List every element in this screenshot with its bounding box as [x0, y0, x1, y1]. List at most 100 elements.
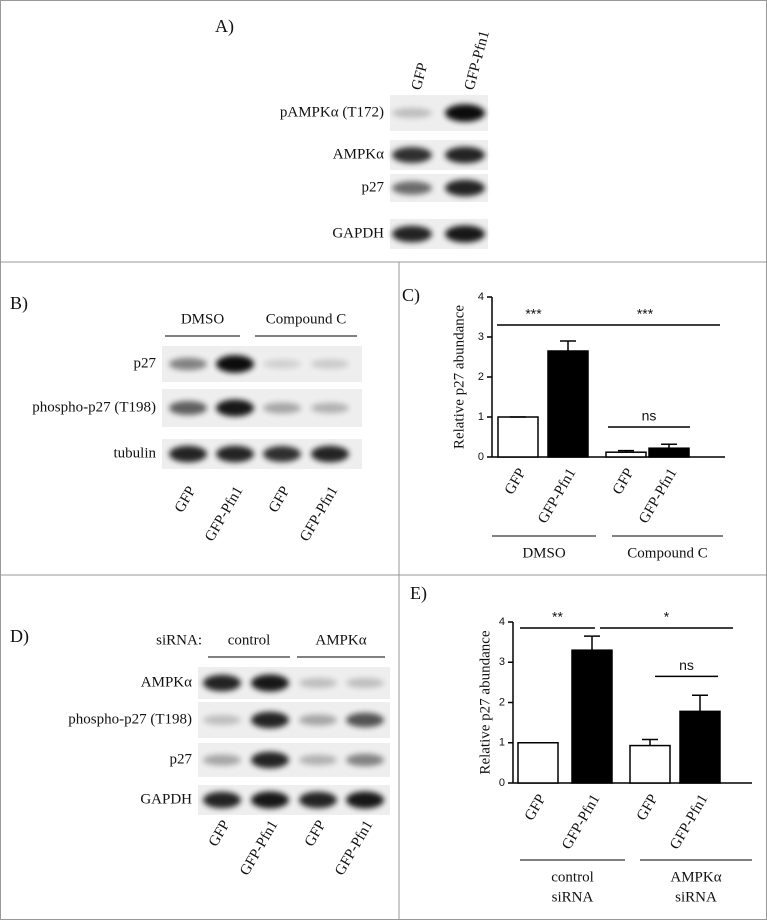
- group-label: control: [228, 632, 271, 648]
- panel-label: E): [410, 583, 427, 604]
- error-bar: [618, 449, 634, 453]
- blot-band: [216, 399, 254, 417]
- lane-label: GFP-Pfn1: [202, 484, 246, 545]
- row-label: AMPKα: [333, 146, 384, 162]
- y-tick-label: 2: [478, 371, 484, 383]
- bar: [571, 649, 613, 784]
- y-axis-label: Relative p27 abundance: [477, 630, 493, 774]
- y-tick-label: 2: [499, 696, 505, 708]
- y-axis-label: Relative p27 abundance: [451, 305, 467, 449]
- blot-band: [263, 402, 301, 414]
- row-label: tubulin: [113, 445, 156, 461]
- row-label: AMPKα: [141, 674, 192, 690]
- group-label: siRNA: [675, 889, 717, 905]
- row-label: phospho-p27 (T198): [68, 711, 192, 727]
- bar: [547, 350, 589, 458]
- blot-band: [299, 678, 337, 688]
- lane-label: GFP-Pfn1: [237, 818, 281, 879]
- blot-band: [311, 359, 349, 369]
- blot-band: [445, 179, 485, 197]
- error-bar: [560, 340, 576, 351]
- lane-label: GFP-Pfn1: [297, 484, 341, 545]
- x-tick-label: GFP: [634, 792, 662, 824]
- group-label: control: [551, 869, 594, 885]
- blot-band: [251, 791, 289, 809]
- panel-label: C): [402, 285, 420, 306]
- error-bar: [661, 443, 677, 449]
- blot-band: [445, 225, 485, 243]
- significance-label: ns: [642, 408, 657, 424]
- x-tick-label: GFP: [522, 792, 550, 824]
- y-tick-label: 1: [478, 411, 484, 423]
- y-tick-label: 1: [499, 737, 505, 749]
- y-tick-label: 4: [478, 291, 484, 303]
- blot-band: [299, 714, 337, 726]
- blot-band: [311, 402, 349, 414]
- blot-band: [203, 715, 241, 725]
- bar: [648, 447, 690, 458]
- group-label: DMSO: [181, 311, 225, 327]
- lane-label: GFP-Pfn1: [462, 29, 493, 92]
- error-bar: [584, 635, 600, 651]
- row-label: p27: [170, 751, 193, 767]
- blot-band: [251, 711, 289, 729]
- significance-label: ns: [679, 657, 694, 673]
- row-label: pAMPKα (T172): [280, 104, 384, 120]
- blot-band: [299, 791, 337, 809]
- blot-band: [169, 401, 207, 415]
- blot-band: [203, 674, 241, 692]
- row-label: GAPDH: [332, 225, 384, 241]
- blot-band: [346, 678, 384, 688]
- y-tick-label: 0: [478, 451, 484, 463]
- blot-band: [346, 753, 384, 767]
- blot-band: [445, 146, 485, 164]
- row-label: p27: [134, 355, 157, 371]
- lane-label: GFP-Pfn1: [332, 818, 376, 879]
- significance-label: *: [664, 609, 670, 625]
- y-tick-label: 0: [499, 777, 505, 789]
- bar: [517, 742, 559, 784]
- significance-label: ***: [525, 306, 542, 322]
- lane-label: GFP: [172, 484, 200, 516]
- blot-band: [216, 355, 254, 373]
- y-tick-label: 3: [478, 331, 484, 343]
- lane-label: GFP: [206, 818, 234, 850]
- blot-band: [299, 754, 337, 766]
- blot-band: [203, 791, 241, 809]
- blot-band: [392, 147, 432, 163]
- group-label: Compound C: [266, 311, 346, 327]
- x-tick-label: GFP-Pfn1: [636, 466, 680, 527]
- group-label: AMPKα: [670, 869, 721, 885]
- blot-band: [263, 359, 301, 369]
- blot-band: [251, 751, 289, 769]
- group-label: AMPKα: [315, 632, 366, 648]
- lane-label: GFP: [302, 818, 330, 850]
- blot-band: [169, 357, 207, 371]
- panel-label: A): [215, 16, 234, 37]
- blot-band: [346, 791, 384, 809]
- x-tick-label: GFP-Pfn1: [559, 792, 603, 853]
- row-label: phospho-p27 (T198): [32, 399, 156, 415]
- bar: [497, 416, 539, 458]
- blot-band: [251, 674, 289, 692]
- group-label: Compound C: [627, 545, 707, 561]
- blot-band: [169, 445, 207, 463]
- x-tick-label: GFP: [502, 466, 530, 498]
- row-label: p27: [362, 179, 385, 195]
- blot-band: [445, 104, 485, 122]
- blot-band: [392, 225, 432, 243]
- y-tick-label: 4: [499, 616, 505, 628]
- significance-label: ***: [637, 306, 654, 322]
- prefix-label: siRNA:: [156, 632, 202, 648]
- bar: [679, 710, 721, 784]
- group-label: siRNA: [552, 889, 594, 905]
- lane-label: GFP: [266, 484, 294, 516]
- blot-band: [216, 445, 254, 463]
- error-bar: [642, 738, 658, 746]
- panel-label: B): [10, 293, 28, 314]
- x-tick-label: GFP: [610, 466, 638, 498]
- blot-band: [392, 181, 432, 195]
- panel-label: D): [10, 626, 29, 647]
- blot-band: [203, 754, 241, 766]
